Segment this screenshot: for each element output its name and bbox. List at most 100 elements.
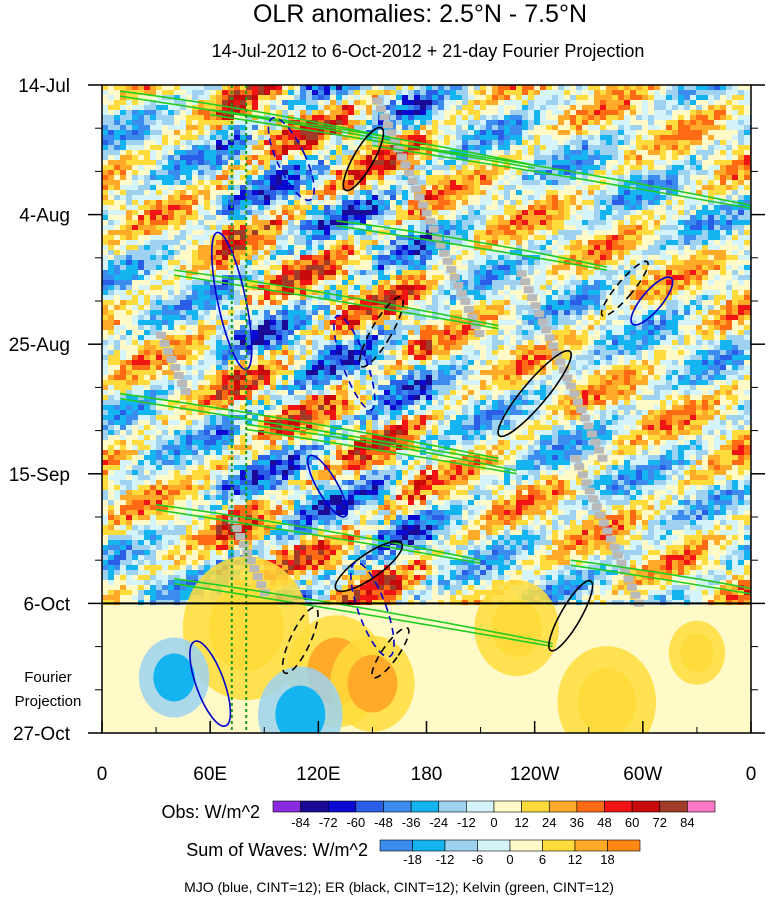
colorbar-swatch (574, 839, 608, 852)
x-tick-label: 60W (623, 764, 662, 785)
kelvin-contour (570, 564, 751, 595)
waves-colorbar: -18 -12 -6 0 6 12 18 (379, 839, 641, 867)
colorbar-swatch (542, 839, 576, 852)
kelvin-contour (246, 428, 517, 475)
y-tick-label: 15-Sep (9, 465, 70, 486)
colorbar-tick-label: -6 (472, 852, 484, 867)
projection-label-line1: Fourier Projection (15, 669, 82, 710)
er-contour (342, 126, 385, 192)
kelvin-contour (155, 503, 481, 561)
colorbar-tick-label: 0 (490, 815, 497, 830)
kelvin-contour (570, 559, 751, 590)
kelvin-contour (173, 582, 553, 648)
x-tick-label: 0 (97, 764, 108, 785)
colorbar-tick-label: 48 (597, 815, 611, 830)
er-contour (497, 349, 572, 438)
mjo-contour (630, 276, 674, 326)
obs-colorbar-label: Obs: W/m^2 (162, 802, 260, 822)
colorbar-tick-label: -18 (403, 852, 422, 867)
colorbar-tick-label: 0 (506, 852, 513, 867)
contour-legend: MJO (blue, CINT=12); ER (black, CINT=12)… (184, 879, 614, 895)
er-contour (334, 540, 404, 593)
colorbar-tick-label: -48 (374, 815, 393, 830)
colorbar-swatch (659, 800, 688, 813)
er-contours (281, 126, 649, 679)
waves-colorbar-label: Sum of Waves: W/m^2 (186, 840, 368, 860)
x-tick-label: 0 (746, 764, 757, 785)
colorbar-swatch (379, 839, 413, 852)
x-tick-label: 120W (510, 764, 560, 785)
colorbar-tick-label: 72 (653, 815, 667, 830)
mjo-contour (189, 640, 232, 727)
colorbar-swatch (300, 800, 329, 813)
x-tick-label: 180 (411, 764, 443, 785)
colorbar-swatch (272, 800, 301, 813)
kelvin-contour (246, 423, 517, 472)
colorbar-tick-label: 18 (600, 852, 614, 867)
colorbar-swatch (438, 800, 467, 813)
colorbar-tick-label: 84 (680, 815, 694, 830)
colorbar-swatch (509, 839, 543, 852)
colorbar-swatch (548, 800, 578, 813)
chart-title: OLR anomalies: 2.5°N - 7.5°N (253, 0, 587, 28)
y-tick-label: 25-Aug (9, 335, 70, 356)
er-contour (548, 579, 594, 652)
colorbar-swatch (327, 800, 357, 813)
kelvin-contour (174, 577, 553, 645)
kelvin-contour (210, 108, 535, 167)
colorbar-tick-label: -72 (319, 815, 338, 830)
x-tick-label: 60E (193, 764, 227, 785)
colorbar-swatch (687, 800, 716, 813)
mjo-contour (350, 561, 395, 658)
er-contour (358, 296, 405, 368)
kelvin-contour (119, 90, 391, 139)
kelvin-contour (336, 224, 607, 271)
kelvin-contour (119, 95, 391, 142)
kelvin-contour (372, 144, 751, 210)
reference-longitude-lines (230, 85, 248, 733)
colorbar-swatch (410, 800, 440, 813)
colorbar-tick-label: -12 (457, 815, 476, 830)
y-tick-label: 27-Oct (13, 724, 71, 745)
mjo-contour (333, 314, 376, 411)
colorbar-swatch (631, 800, 661, 813)
y-tick-label: 6-Oct (24, 594, 71, 615)
kelvin-contour (174, 269, 499, 327)
colorbar-tick-label: -12 (436, 852, 455, 867)
colorbar-tick-label: -84 (291, 815, 310, 830)
colorbar-swatch (576, 800, 605, 813)
olr-anomaly-field (102, 85, 751, 733)
mjo-contour (267, 117, 315, 202)
kelvin-contours (119, 90, 751, 648)
y-axis: 14-Jul 4-Aug 25-Aug 15-Sep 6-Oct 27-Oct (9, 76, 765, 745)
chart-subtitle: 14-Jul-2012 to 6-Oct-2012 + 21-day Fouri… (212, 41, 645, 61)
colorbar-tick-label: -36 (402, 815, 421, 830)
x-axis: 0 60E 120E 180 120W 60W 0 (97, 721, 757, 785)
kelvin-contour (173, 274, 499, 330)
colorbar-tick-label: 6 (539, 852, 546, 867)
kelvin-contour (119, 397, 499, 463)
kelvin-contour (119, 392, 499, 460)
obs-colorbar: -84 -72 -60 -48 -36 -24 -12 0 12 24 36 48 60 72 84 (272, 800, 716, 830)
colorbar-swatch (444, 839, 478, 852)
colorbar-swatch (412, 839, 446, 852)
kelvin-contour (372, 139, 751, 207)
colorbar-swatch (604, 800, 633, 813)
kelvin-contour (210, 113, 535, 170)
y-tick-label: 4-Aug (19, 206, 70, 227)
colorbar-swatch (466, 800, 495, 813)
colorbar-swatch (383, 800, 412, 813)
colorbar-tick-label: -60 (346, 815, 365, 830)
colorbar-swatch (521, 800, 550, 813)
er-contour (371, 626, 410, 679)
colorbar-tick-label: 12 (568, 852, 582, 867)
x-tick-label: 120E (296, 764, 340, 785)
colorbar-swatch (493, 800, 522, 813)
kelvin-contour (336, 219, 607, 268)
colorbar-tick-label: 36 (570, 815, 584, 830)
er-contour (600, 260, 649, 317)
y-tick-label: 14-Jul (18, 76, 70, 97)
colorbar-swatch (607, 839, 641, 852)
colorbar-tick-label: 60 (625, 815, 639, 830)
